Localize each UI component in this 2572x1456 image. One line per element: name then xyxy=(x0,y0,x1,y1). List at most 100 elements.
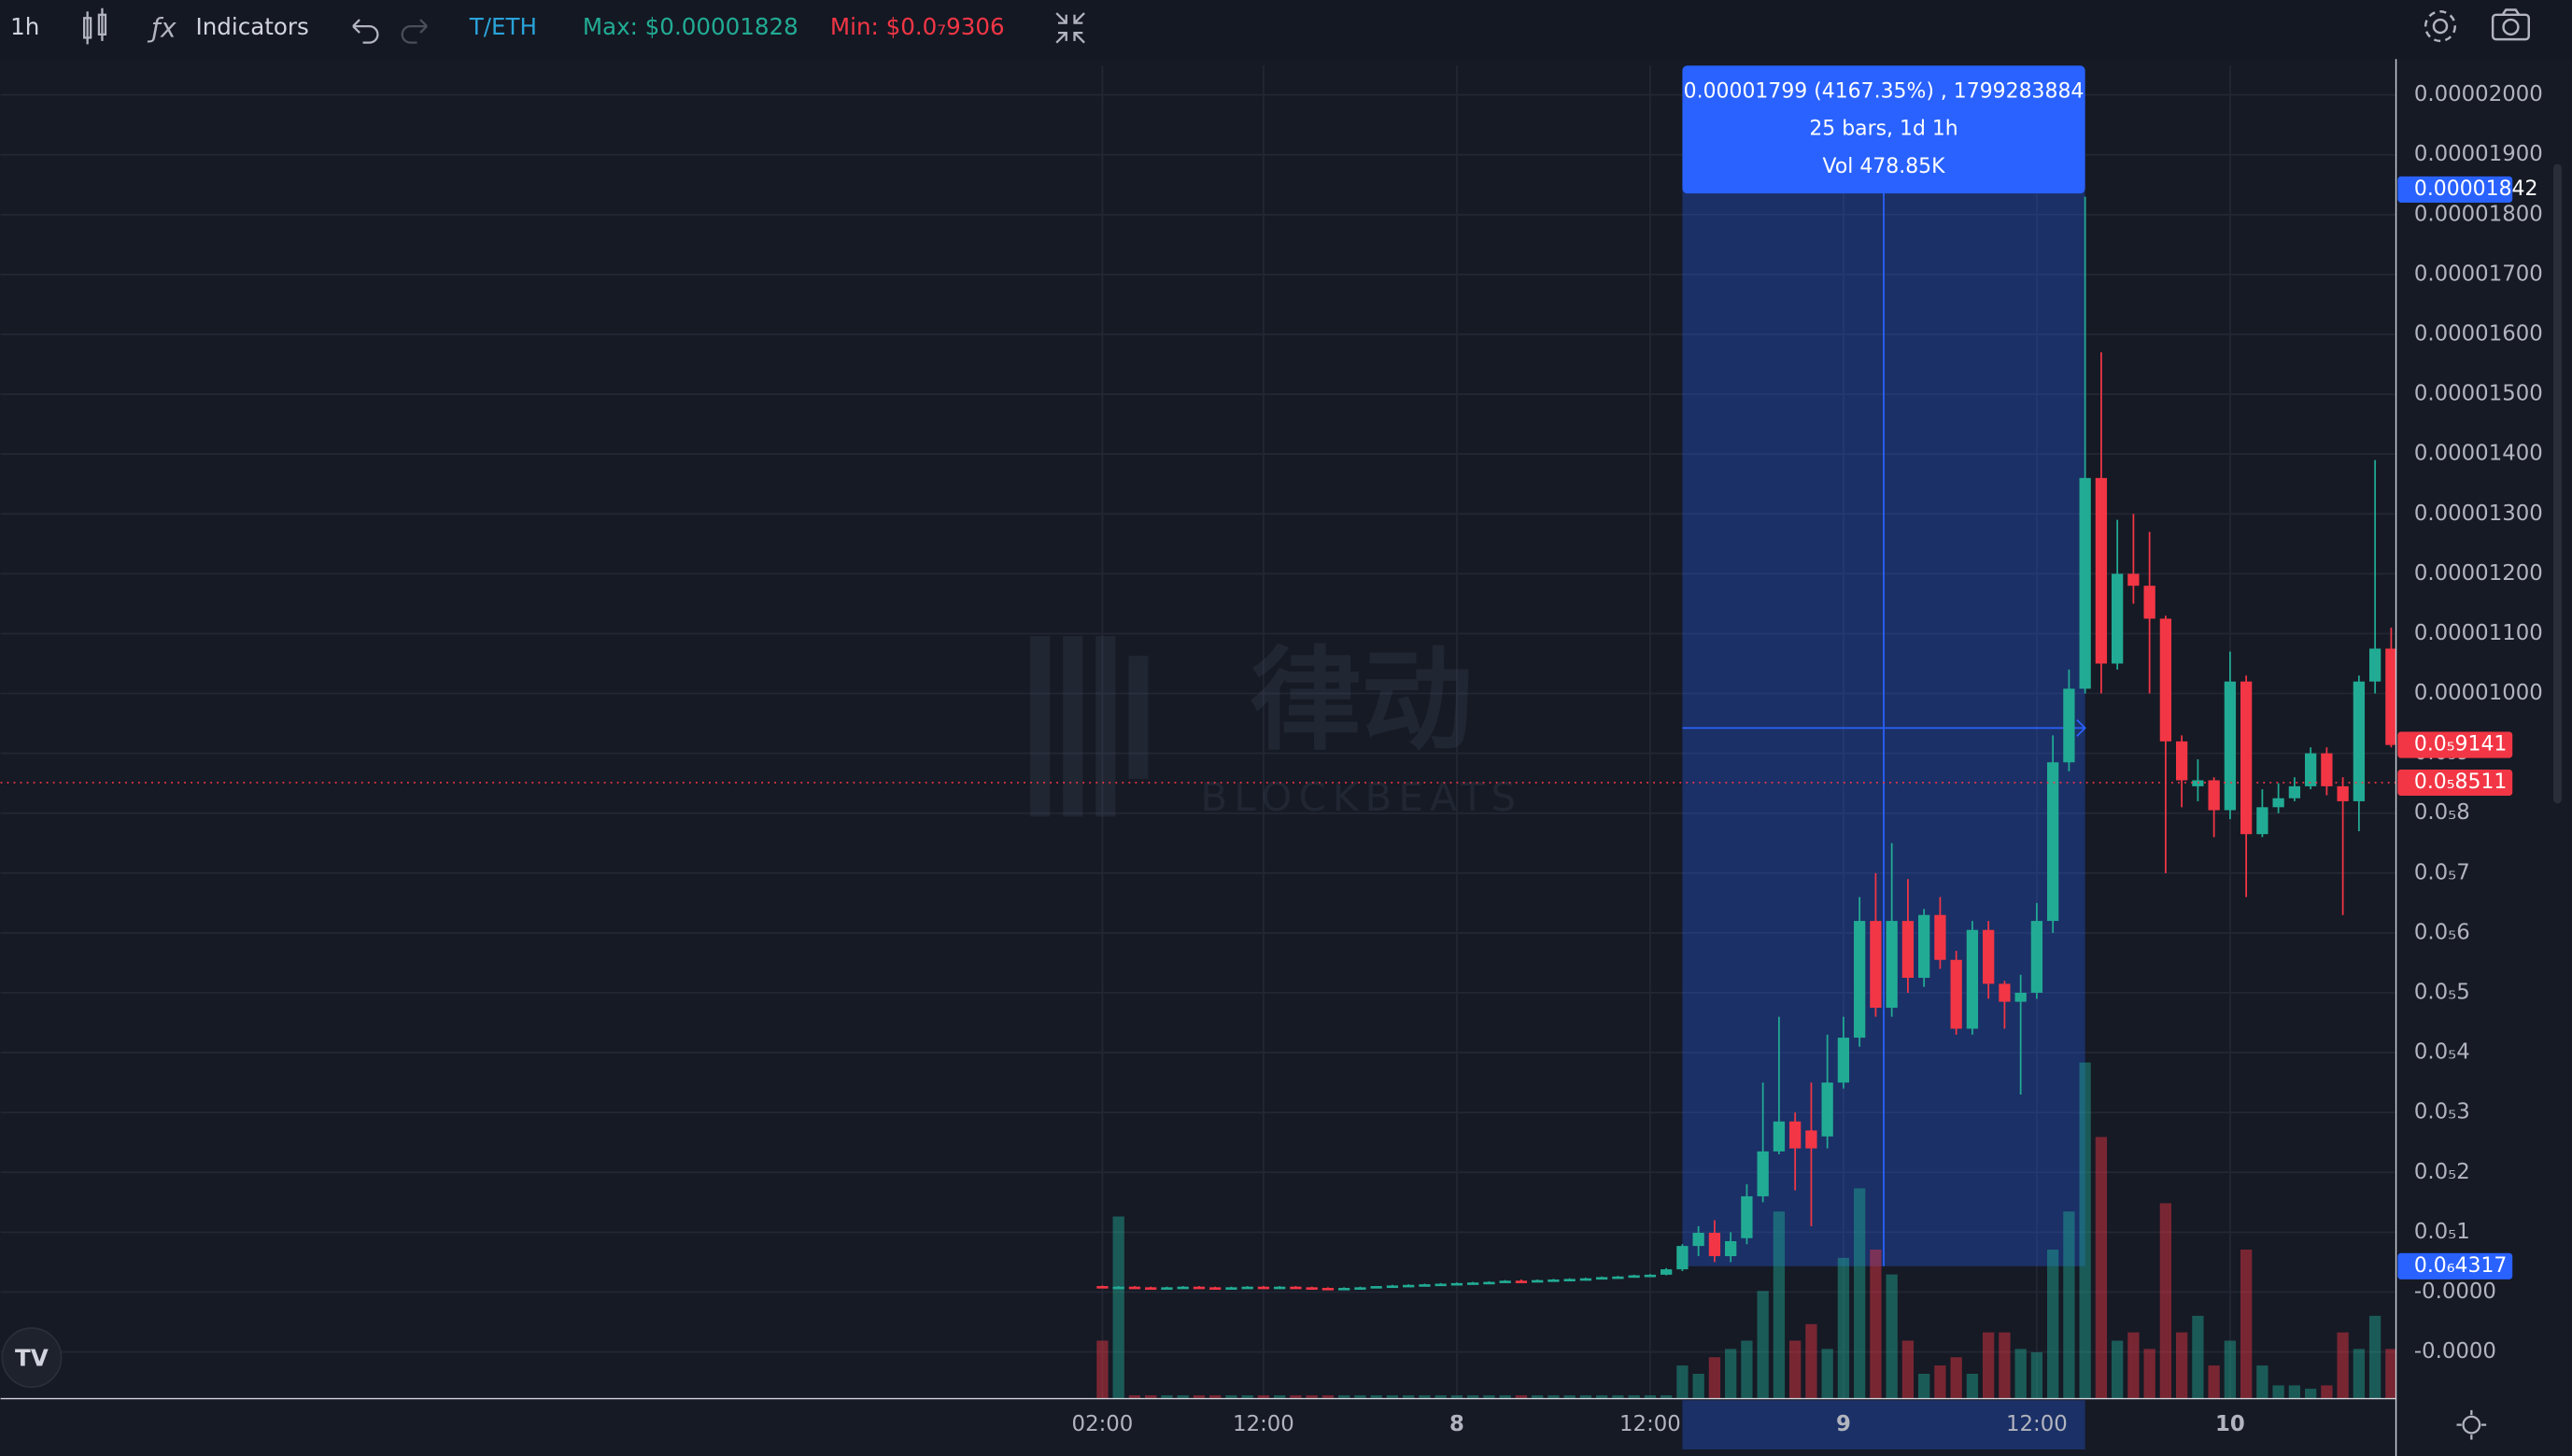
volume xyxy=(1096,1062,2397,1399)
candle-body xyxy=(1757,1151,1769,1196)
price-tag-label: 0.0₅9141 xyxy=(2414,733,2508,756)
candle-body xyxy=(1579,1278,1592,1281)
volume-bar xyxy=(2063,1211,2075,1399)
axes: 0.00002000 0.00001900 0.00001800 0.00001700… xyxy=(1072,82,2543,1449)
symbol[interactable]: T/ETH xyxy=(469,13,537,40)
y-tick-label: -0.0000 xyxy=(2414,1339,2496,1364)
volume-bar xyxy=(1950,1357,1962,1399)
candle-body xyxy=(1966,929,1979,1029)
volume-bar xyxy=(1837,1257,1850,1399)
candle-body xyxy=(1515,1280,1528,1283)
y-tick-label: 0.00001400 xyxy=(2414,442,2543,466)
axis-settings-icon[interactable] xyxy=(2456,1409,2487,1440)
candle-body xyxy=(1596,1277,1608,1280)
candle-body xyxy=(1450,1282,1463,1286)
candle-body xyxy=(1660,1269,1673,1275)
y-tick-label: 0.0₅3 xyxy=(2414,1100,2470,1124)
redo[interactable] xyxy=(401,19,428,44)
volume-bar xyxy=(1821,1349,1833,1399)
volume-bar xyxy=(1918,1373,1930,1399)
volume-bar xyxy=(2368,1315,2381,1399)
candle-body xyxy=(1483,1281,1495,1285)
measure-tooltip-text: Vol 478.85K xyxy=(1823,155,1946,178)
candle-body xyxy=(1692,1233,1704,1247)
candle-body xyxy=(1741,1195,1753,1238)
candle-body xyxy=(1999,983,2011,1002)
volume-bar xyxy=(1370,1395,1382,1399)
volume-bar xyxy=(2047,1249,2059,1399)
chart-type-icon[interactable] xyxy=(82,7,107,45)
settings-icon[interactable] xyxy=(2424,10,2456,43)
candle-body xyxy=(1306,1287,1318,1290)
candle-body xyxy=(1354,1287,1366,1290)
candle-body xyxy=(1628,1275,1640,1279)
x-tick-label: 12:00 xyxy=(1233,1412,1294,1436)
camera-icon[interactable] xyxy=(2491,8,2530,41)
volume-bar xyxy=(1128,1395,1141,1399)
x-tick-label: 9 xyxy=(1836,1412,1851,1436)
candle-body xyxy=(2337,785,2349,801)
price-tag xyxy=(2397,769,2513,797)
tv-logo-text: TV xyxy=(15,1344,49,1371)
volume-bar xyxy=(1483,1395,1495,1399)
measure-arrow xyxy=(2076,719,2086,737)
y-tick-label: 0.0₅4 xyxy=(2414,1040,2470,1065)
volume-bar xyxy=(1999,1332,2011,1399)
indicators-button[interactable]: Indicators xyxy=(196,13,309,40)
candle-body xyxy=(1725,1240,1737,1257)
volume-bar xyxy=(1209,1395,1222,1399)
volume-bar xyxy=(1257,1395,1270,1399)
y-tick-label: 0.00001500 xyxy=(2414,382,2543,406)
candle-body xyxy=(1241,1286,1253,1290)
candle-body xyxy=(2112,573,2124,664)
volume-bar xyxy=(2030,1351,2043,1399)
volume-bar xyxy=(1386,1395,1399,1399)
volume-bar xyxy=(1177,1395,1189,1399)
candle-body xyxy=(1403,1284,1415,1288)
volume-bar xyxy=(1612,1395,1624,1399)
candle-body xyxy=(1177,1286,1189,1290)
candle-body xyxy=(1789,1121,1802,1149)
fx-icon[interactable]: ƒx xyxy=(147,13,177,44)
candle-body xyxy=(2176,741,2188,781)
y-tick-label: 0.0₅2 xyxy=(2414,1160,2470,1184)
measure-tooltip-text: 25 bars, 1d 1h xyxy=(1809,118,1957,141)
candle-body xyxy=(1321,1287,1335,1291)
candle-body xyxy=(1338,1287,1350,1291)
candle-body xyxy=(1612,1276,1624,1279)
interval[interactable]: 1h xyxy=(10,13,39,40)
scrollbar[interactable] xyxy=(2553,163,2562,804)
volume-bar xyxy=(1306,1395,1318,1399)
y-tick-label: 0.00001300 xyxy=(2414,502,2543,526)
volume-bar xyxy=(2337,1332,2349,1399)
collapse-icon[interactable] xyxy=(1055,12,1085,44)
candle-body xyxy=(1547,1279,1560,1282)
undo[interactable] xyxy=(352,19,379,44)
candle-body xyxy=(1773,1121,1786,1152)
candle-body xyxy=(1370,1286,1382,1289)
measure-tooltip xyxy=(1682,65,2085,194)
volume-bar xyxy=(1901,1340,1915,1399)
x-tick-label: 12:00 xyxy=(2006,1412,2068,1436)
candle-body xyxy=(1499,1280,1511,1283)
y-tick-label: 0.0₅8 xyxy=(2414,800,2470,825)
candle-body xyxy=(2063,688,2075,763)
measure-tooltip-text: 0.00001799 (4167.35%) , 1799283884 xyxy=(1684,79,2084,103)
volume-bar xyxy=(2321,1385,2333,1399)
volume-bar xyxy=(1499,1395,1511,1399)
volume-bar xyxy=(1563,1395,1576,1399)
candle-body xyxy=(1805,1130,1817,1149)
tv-logo[interactable] xyxy=(1,1327,63,1389)
candle-body xyxy=(2208,780,2220,811)
volume-bar xyxy=(1644,1395,1657,1399)
candle-body xyxy=(1161,1287,1173,1290)
volume-bar xyxy=(1741,1340,1753,1399)
volume-bar xyxy=(1966,1373,1979,1399)
volume-bar xyxy=(1547,1395,1560,1399)
volume-bar xyxy=(1515,1395,1528,1399)
price-tag-label: 0.0₆4317 xyxy=(2414,1254,2508,1278)
candle-body xyxy=(1950,959,1962,1029)
y-tick-label: 0.0₅6 xyxy=(2414,920,2470,944)
